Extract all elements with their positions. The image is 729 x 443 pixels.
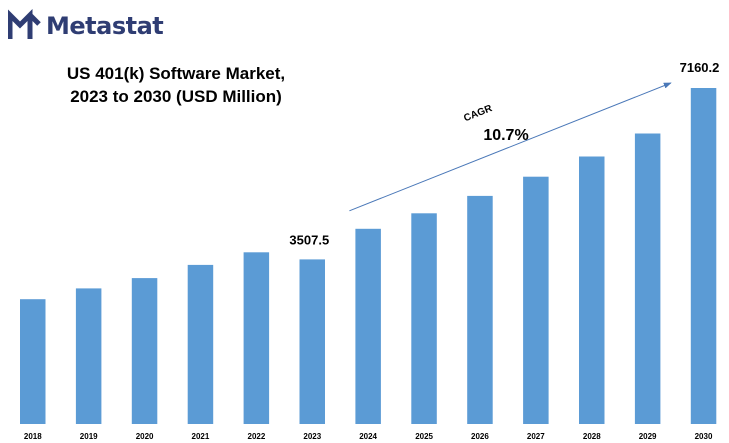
x-tick-2020: 2020 — [136, 432, 154, 441]
x-tick-2024: 2024 — [359, 432, 377, 441]
x-tick-2021: 2021 — [192, 432, 210, 441]
x-tick-2030: 2030 — [695, 432, 713, 441]
x-tick-2025: 2025 — [415, 432, 433, 441]
bar-2023 — [299, 259, 325, 424]
x-tick-2029: 2029 — [639, 432, 657, 441]
cagr-label: CAGR — [462, 103, 494, 124]
x-tick-2019: 2019 — [80, 432, 98, 441]
cagr-value: 10.7% — [483, 127, 528, 144]
cagr-arrow — [349, 82, 672, 212]
bar-series — [20, 88, 717, 424]
x-tick-2026: 2026 — [471, 432, 489, 441]
data-labels: 3507.5 7160.2 — [289, 60, 719, 247]
x-tick-2028: 2028 — [583, 432, 601, 441]
bar-2026 — [467, 195, 493, 424]
cagr-annotation: CAGR 10.7% — [349, 82, 672, 212]
bar-2027 — [523, 176, 549, 424]
bar-2029 — [634, 133, 661, 424]
bar-2024 — [355, 228, 381, 424]
bar-2022 — [243, 252, 270, 424]
bar-2030 — [690, 88, 717, 424]
metastat-logo: Metastat — [8, 9, 188, 43]
chart-title-line-2: 2023 to 2030 (USD Million) — [70, 87, 282, 106]
bar-2020 — [131, 278, 158, 424]
x-tick-2027: 2027 — [527, 432, 545, 441]
bar-2021 — [187, 264, 214, 424]
data-label-2030: 7160.2 — [680, 60, 720, 75]
x-tick-2018: 2018 — [24, 432, 42, 441]
data-label-2023: 3507.5 — [289, 232, 329, 247]
bar-2025 — [411, 213, 437, 424]
x-axis-ticks: 2018 2019 2020 2021 2022 2023 2024 2025 2026 2027… — [24, 432, 713, 441]
chart-title: US 401(k) Software Market, 2023 to 2030 … — [60, 62, 292, 108]
x-tick-2023: 2023 — [303, 432, 321, 441]
bar-2028 — [579, 156, 605, 424]
chart-title-line-1: US 401(k) Software Market, — [66, 64, 286, 83]
bar-2018 — [20, 299, 46, 424]
brand-name: Metastat — [46, 12, 164, 40]
bar-2019 — [75, 288, 102, 424]
metastat-logo-icon — [8, 9, 41, 39]
x-tick-2022: 2022 — [248, 432, 266, 441]
